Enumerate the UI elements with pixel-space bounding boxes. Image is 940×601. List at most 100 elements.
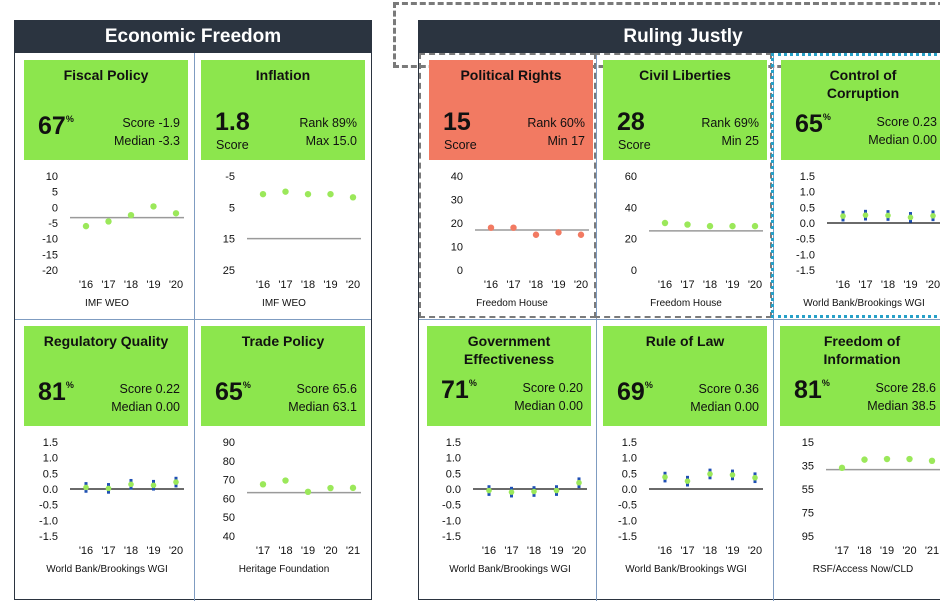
y-tick-label: 0.5 <box>622 468 637 480</box>
data-point <box>282 477 289 484</box>
x-tick-label: '19 <box>551 279 565 291</box>
data-point <box>532 231 540 238</box>
headline-caption: Score <box>618 138 651 152</box>
y-tick-label: 0 <box>631 265 637 277</box>
x-tick-label: '21 <box>925 545 939 557</box>
indicator-title: Civil Liberties <box>639 67 731 83</box>
y-tick-label: 1.0 <box>43 453 58 465</box>
y-tick-label: -1.0 <box>442 515 461 527</box>
data-point <box>327 190 334 198</box>
indicator-title: Control of Corruption <box>826 67 900 101</box>
x-tick-label: '17 <box>101 545 115 557</box>
data-point <box>928 457 936 464</box>
headline-number: 1.8 <box>215 108 250 136</box>
x-tick-label: '20 <box>748 545 762 557</box>
stat-primary: Score 0.22 <box>119 382 180 396</box>
data-point <box>553 487 560 494</box>
stat-primary: Score -1.9 <box>122 116 180 130</box>
data-point <box>861 456 868 463</box>
x-tick-label: '16 <box>658 545 672 557</box>
y-tick-label: -0.5 <box>442 500 461 512</box>
x-tick-label: '18 <box>278 545 292 557</box>
y-tick-label: -5 <box>48 218 58 230</box>
data-point <box>327 484 334 492</box>
headline-number: 15 <box>443 108 471 136</box>
x-tick-label: '17 <box>858 279 872 291</box>
y-tick-label: -1.5 <box>39 531 58 543</box>
headline-value: 69% <box>617 378 653 407</box>
headline-number: 65 <box>795 110 823 138</box>
stat-primary: Score 0.23 <box>876 115 937 129</box>
y-tick-label: 90 <box>223 437 235 449</box>
stat-secondary: Median 0.00 <box>111 400 180 414</box>
indicator-title: Government Effectiveness <box>463 333 555 367</box>
data-source: IMF WEO <box>262 298 306 309</box>
score-card: Control of Corruption 65% Score 0.23 Median … <box>781 60 940 160</box>
panel-civil: Civil Liberties 28 Score Rank 69% Min 25 60 40… <box>601 60 771 320</box>
indicator-title: Freedom of Information <box>823 333 901 367</box>
y-tick-label: 1.0 <box>622 453 637 465</box>
x-tick-label: '17 <box>835 545 849 557</box>
y-tick-label: 0.0 <box>43 484 58 496</box>
data-point <box>751 222 759 230</box>
divider <box>15 319 371 320</box>
y-tick-label: -1.0 <box>39 515 58 527</box>
y-tick-label: 20 <box>625 234 637 246</box>
trend-chart: -5 5 15 25 '16 '17 '18 '19 '20 <box>223 171 361 291</box>
headline-caption: Score <box>216 138 249 152</box>
data-point <box>840 213 846 219</box>
headline-value: 1.8 <box>215 108 250 137</box>
y-tick-label: 0.5 <box>43 468 58 480</box>
x-tick-label: '19 <box>725 545 739 557</box>
indicator-title: Regulatory Quality <box>43 333 169 349</box>
y-tick-label: 25 <box>223 265 235 277</box>
indicator-title: Rule of Law <box>645 333 725 349</box>
y-tick-label: 15 <box>223 234 235 246</box>
data-point <box>127 211 135 219</box>
x-tick-label: '16 <box>484 279 498 291</box>
data-point <box>862 212 869 218</box>
data-point <box>531 488 537 495</box>
x-tick-label: '18 <box>124 545 138 557</box>
score-card: Fiscal Policy 67% Score -1.9 Median -3.3 <box>24 60 188 160</box>
y-tick-label: 10 <box>46 171 58 183</box>
divider <box>419 319 940 320</box>
data-point <box>706 222 714 230</box>
stat-secondary: Median 63.1 <box>288 400 357 414</box>
data-source: World Bank/Brookings WGI <box>625 564 747 575</box>
score-card: Rule of Law 69% Score 0.36 Median 0.00 <box>603 326 767 426</box>
y-tick-label: -1.5 <box>442 531 461 543</box>
score-card: Inflation 1.8 Score Rank 89% Max 15.0 <box>201 60 365 160</box>
data-point <box>930 212 936 219</box>
y-tick-label: -0.5 <box>39 500 58 512</box>
stat-secondary: Median -3.3 <box>113 134 180 148</box>
indicator-title: Fiscal Policy <box>63 67 149 83</box>
headline-value: 67% <box>38 112 74 141</box>
data-point <box>838 464 846 472</box>
headline-number: 65 <box>215 378 243 406</box>
y-tick-label: 0.5 <box>446 468 461 480</box>
y-tick-label: 95 <box>802 531 814 543</box>
headline-value: 28 <box>617 108 645 137</box>
y-tick-label: -15 <box>42 249 58 261</box>
data-source: World Bank/Brookings WGI <box>46 564 168 575</box>
y-tick-label: -10 <box>42 234 58 246</box>
stat-secondary: Min 25 <box>721 134 759 148</box>
y-tick-label: -1.0 <box>618 515 637 527</box>
data-point <box>105 485 112 492</box>
percent-sign: % <box>822 112 831 122</box>
data-point <box>349 484 357 492</box>
x-tick-label: '18 <box>529 279 543 291</box>
x-tick-label: '20 <box>902 545 916 557</box>
y-tick-label: 0.0 <box>446 484 461 496</box>
stat-primary: Score 28.6 <box>875 381 936 395</box>
score-card: Political Rights 15 Score Rank 60% Min 17 <box>429 60 593 160</box>
data-point <box>729 472 736 478</box>
x-tick-label: '20 <box>574 279 588 291</box>
headline-value: 65% <box>215 378 251 407</box>
trend-chart: 90 80 70 60 50 40 '17 '18 '19 '20 '21 <box>223 437 361 557</box>
x-tick-label: '17 <box>101 279 115 291</box>
y-tick-label: 35 <box>802 461 814 473</box>
data-source: Freedom House <box>650 298 722 309</box>
percent-sign: % <box>821 378 830 388</box>
